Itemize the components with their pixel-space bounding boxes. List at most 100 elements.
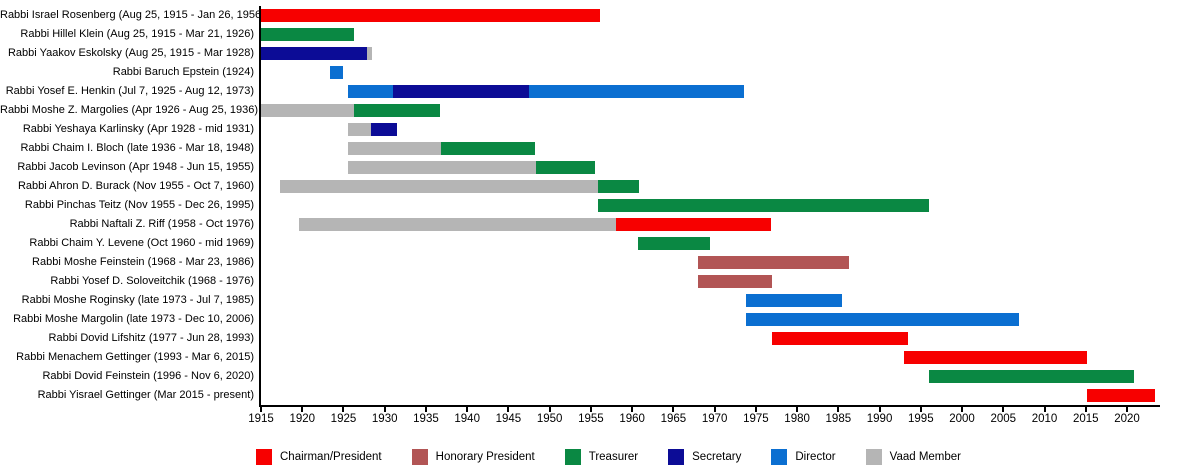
timeline-bar-segment-treasurer — [535, 161, 595, 174]
x-axis-tick-label: 1915 — [248, 413, 274, 425]
x-axis-tick-label: 1965 — [660, 413, 687, 425]
row-plot — [261, 82, 1160, 101]
timeline-row: Rabbi Pinchas Teitz (Nov 1955 - Dec 26, … — [0, 196, 1200, 215]
x-axis-tick — [919, 407, 922, 412]
timeline-bar-segment-chairman — [615, 218, 771, 231]
row-plot — [261, 139, 1160, 158]
x-axis-tick-label: 1920 — [289, 413, 316, 425]
x-axis-tick-label: 1990 — [866, 413, 893, 425]
legend-label: Honorary President — [435, 451, 535, 463]
row-label: Rabbi Yaakov Eskolsky (Aug 25, 1915 - Ma… — [7, 47, 254, 59]
legend-label: Director — [795, 451, 836, 463]
timeline-row: Rabbi Moshe Feinstein (1968 - Mar 23, 19… — [0, 253, 1200, 272]
timeline-bar-segment-honorary — [698, 256, 849, 269]
timeline-bar-segment-treasurer — [597, 199, 930, 212]
timeline-row: Rabbi Yeshaya Karlinsky (Apr 1928 - mid … — [0, 120, 1200, 139]
x-axis-tick — [1043, 407, 1046, 412]
row-label: Rabbi Chaim Y. Levene (Oct 1960 - mid 19… — [29, 237, 254, 249]
timeline-bar-segment-secretary — [261, 47, 368, 60]
legend-swatch-icon — [865, 449, 882, 465]
row-plot — [261, 177, 1160, 196]
x-axis-tick-label: 1945 — [495, 413, 522, 425]
row-label: Rabbi Naftali Z. Riff (1958 - Oct 1976) — [69, 218, 254, 230]
timeline-row: Rabbi Menachem Gettinger (1993 - Mar 6, … — [0, 348, 1200, 367]
timeline-bar-segment-chairman — [904, 351, 1088, 364]
legend-label: Vaad Member — [889, 451, 962, 463]
timeline-bar-segment-vaad — [279, 180, 598, 193]
row-label: Rabbi Jacob Levinson (Apr 1948 - Jun 15,… — [17, 161, 254, 173]
x-axis-tick-label: 1970 — [701, 413, 728, 425]
y-axis-line — [259, 6, 261, 407]
timeline-row: Rabbi Jacob Levinson (Apr 1948 - Jun 15,… — [0, 158, 1200, 177]
timeline-bar-segment-honorary — [698, 275, 773, 288]
timeline-row: Rabbi Naftali Z. Riff (1958 - Oct 1976) — [0, 215, 1200, 234]
x-axis-tick — [672, 407, 675, 412]
row-label: Rabbi Moshe Feinstein (1968 - Mar 23, 19… — [32, 256, 254, 268]
timeline-row: Rabbi Hillel Klein (Aug 25, 1915 - Mar 2… — [0, 25, 1200, 44]
timeline-row: Rabbi Yosef E. Henkin (Jul 7, 1925 - Aug… — [0, 82, 1200, 101]
row-label: Rabbi Israel Rosenberg (Aug 25, 1915 - J… — [0, 9, 265, 21]
row-label: Rabbi Baruch Epstein (1924) — [112, 66, 254, 78]
x-axis-tick-label: 1925 — [330, 413, 357, 425]
timeline-row: Rabbi Moshe Roginsky (late 1973 - Jul 7,… — [0, 291, 1200, 310]
timeline-bar-segment-director — [745, 294, 843, 307]
x-axis-tick — [342, 407, 345, 412]
x-axis-tick — [754, 407, 757, 412]
row-plot — [261, 234, 1160, 253]
timeline-row: Rabbi Yosef D. Soloveitchik (1968 - 1976… — [0, 272, 1200, 291]
timeline-row: Rabbi Yisrael Gettinger (Mar 2015 - pres… — [0, 386, 1200, 405]
timeline-bar-segment-director — [745, 313, 1020, 326]
x-axis-tick — [796, 407, 799, 412]
timeline-bar-segment-vaad — [261, 104, 355, 117]
timeline-bar-segment-secretary — [392, 85, 530, 98]
legend-swatch-icon — [256, 449, 272, 465]
row-plot — [261, 310, 1160, 329]
x-axis-tick-label: 2005 — [990, 413, 1017, 425]
timeline-row: Rabbi Chaim I. Bloch (late 1936 - Mar 18… — [0, 139, 1200, 158]
row-plot — [261, 44, 1160, 63]
timeline-bar-segment-treasurer — [354, 104, 440, 117]
x-axis-tick-label: 1980 — [784, 413, 810, 425]
row-plot — [261, 215, 1160, 234]
row-plot — [261, 196, 1160, 215]
x-axis-tick-label: 2010 — [1031, 413, 1058, 425]
x-axis-tick — [424, 407, 427, 412]
legend-item-secretary: Secretary — [668, 449, 741, 465]
row-plot — [261, 386, 1160, 405]
legend-swatch-icon — [411, 449, 428, 465]
timeline-row: Rabbi Baruch Epstein (1924) — [0, 63, 1200, 82]
row-plot — [261, 253, 1160, 272]
timeline-bar-segment-treasurer — [261, 28, 354, 41]
row-label: Rabbi Yisrael Gettinger (Mar 2015 - pres… — [37, 389, 254, 401]
legend-item-chairman: Chairman/President — [256, 449, 382, 465]
row-plot — [261, 6, 1160, 25]
timeline-bar-segment-chairman — [1087, 389, 1156, 402]
x-axis-tick-label: 1955 — [578, 413, 604, 425]
timeline-bar-segment-secretary — [370, 123, 398, 136]
timeline-bar-segment-treasurer — [597, 180, 639, 193]
timeline-row: Rabbi Ahron D. Burack (Nov 1955 - Oct 7,… — [0, 177, 1200, 196]
x-axis-tick-label: 1940 — [454, 413, 480, 425]
row-plot — [261, 101, 1160, 120]
timeline-bar-segment-treasurer — [440, 142, 535, 155]
timeline-row: Rabbi Yaakov Eskolsky (Aug 25, 1915 - Ma… — [0, 44, 1200, 63]
legend-swatch-icon — [668, 449, 685, 465]
row-plot — [261, 272, 1160, 291]
row-plot — [261, 329, 1160, 348]
row-label: Rabbi Yosef E. Henkin (Jul 7, 1925 - Aug… — [5, 85, 254, 97]
legend-label: Treasurer — [588, 451, 639, 463]
legend: Chairman/President Honorary President Trea… — [256, 449, 961, 465]
x-axis-tick — [466, 407, 469, 412]
timeline-row: Rabbi Dovid Feinstein (1996 - Nov 6, 202… — [0, 367, 1200, 386]
row-label: Rabbi Moshe Roginsky (late 1973 - Jul 7,… — [21, 294, 254, 306]
timeline-bar-segment-vaad — [347, 123, 371, 136]
legend-swatch-icon — [564, 449, 581, 465]
row-label: Rabbi Hillel Klein (Aug 25, 1915 - Mar 2… — [20, 28, 254, 40]
row-plot — [261, 291, 1160, 310]
row-label: Rabbi Menachem Gettinger (1993 - Mar 6, … — [16, 351, 254, 363]
row-plot — [261, 367, 1160, 386]
x-axis-tick — [1084, 407, 1087, 412]
legend-item-treasurer: Treasurer — [564, 449, 639, 465]
x-axis-tick — [631, 407, 634, 412]
